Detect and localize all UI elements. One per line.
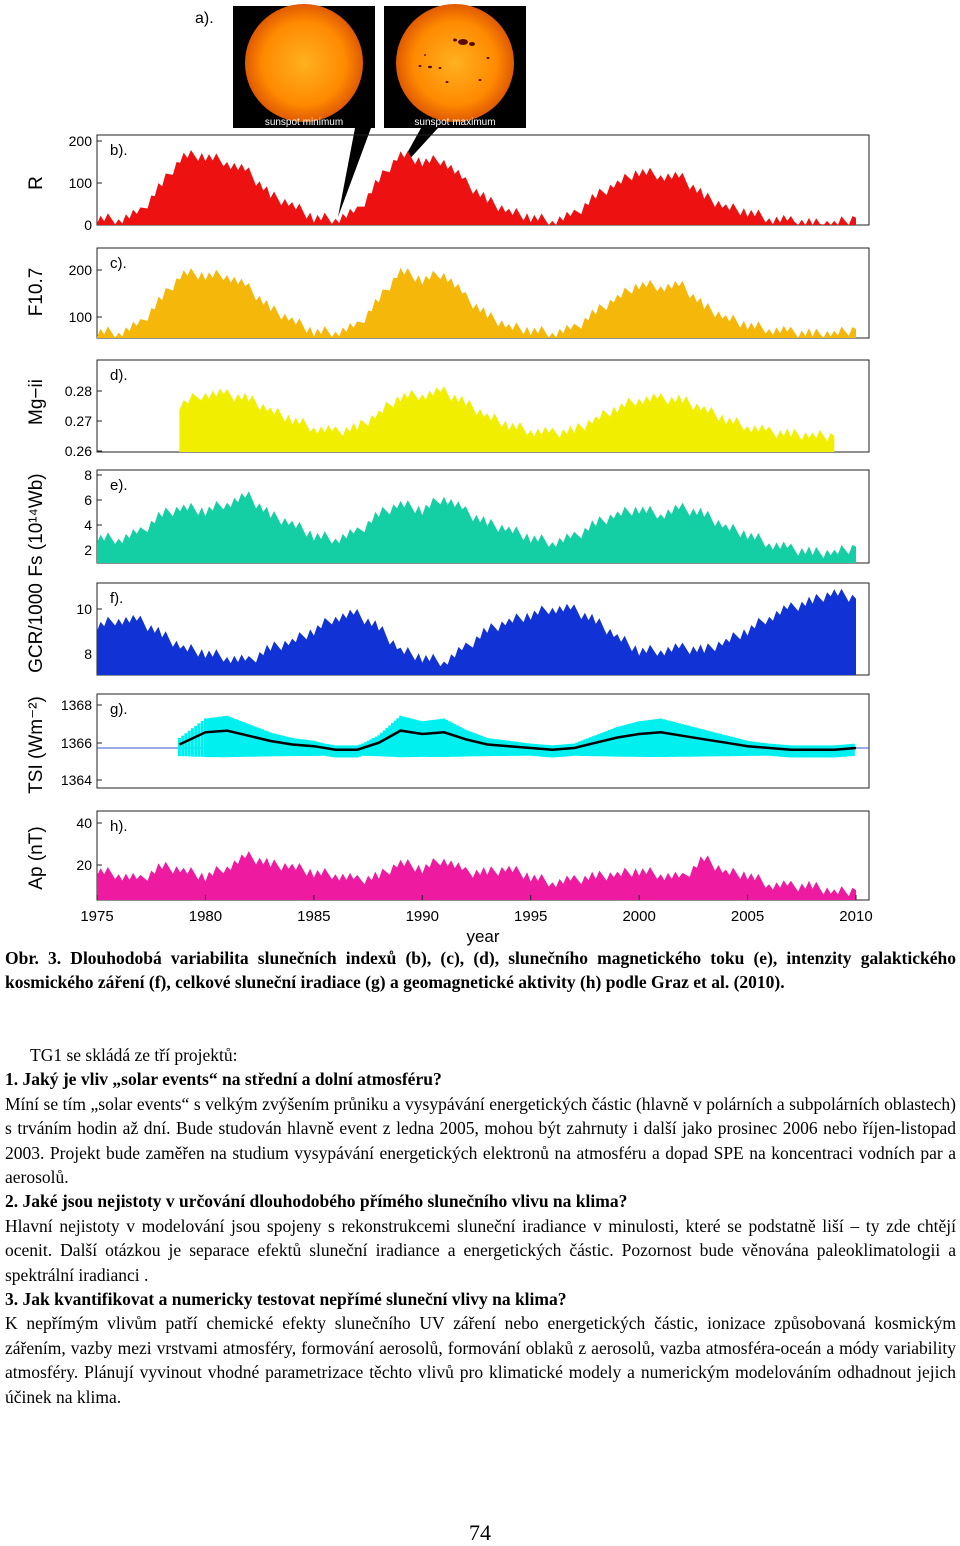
solar-indices-figure: a). sunspot minimum sunspot maximum b). R… bbox=[26, 4, 873, 946]
panel-f-tag: f). bbox=[110, 590, 123, 607]
x-axis-label: year bbox=[466, 927, 499, 946]
ytick-label: 0 bbox=[84, 217, 92, 233]
ytick-label: 1366 bbox=[61, 735, 92, 751]
panel-e-area bbox=[97, 491, 856, 563]
question-2-heading: 2. Jaké jsou nejistoty v určování dlouho… bbox=[5, 1191, 628, 1212]
panel-e: e). Fs (10¹⁴Wb) 8 6 4 2 bbox=[26, 467, 870, 577]
pointer-minimum bbox=[338, 128, 371, 217]
xtick-label: 1980 bbox=[189, 908, 222, 925]
panel-d: d). Mg−ii 0.28 0.27 0.26 bbox=[26, 359, 870, 459]
ytick-label: 2 bbox=[84, 542, 92, 558]
tsi-smoothed-series bbox=[178, 729, 857, 751]
panel-g-ylabel: TSI (Wm⁻²) bbox=[26, 696, 47, 794]
panel-c-tag: c). bbox=[110, 255, 127, 272]
panel-d-area bbox=[179, 386, 835, 452]
panel-c: c). F10.7 200 100 bbox=[26, 247, 870, 339]
xtick-label: 2010 bbox=[839, 908, 872, 925]
panel-d-tag: d). bbox=[110, 367, 128, 384]
ytick-label: 40 bbox=[76, 815, 92, 831]
ytick-label: 0.28 bbox=[65, 383, 92, 399]
ytick-label: 8 bbox=[84, 646, 92, 662]
ytick-label: 4 bbox=[84, 517, 92, 533]
sunspots bbox=[418, 38, 490, 83]
xtick-label: 2000 bbox=[622, 908, 655, 925]
sun-maximum-disk bbox=[396, 4, 514, 122]
panel-b-area bbox=[97, 150, 856, 225]
xtick-label: 1990 bbox=[406, 908, 439, 925]
xtick-label: 2005 bbox=[731, 908, 764, 925]
ytick-label: 1364 bbox=[61, 772, 92, 788]
x-axis: 1975 1980 1985 1990 1995 2000 2005 2010 bbox=[80, 895, 873, 925]
tsi-daily-series bbox=[177, 715, 855, 758]
panel-e-ylabel: Fs (10¹⁴Wb) bbox=[26, 473, 47, 576]
ytick-label: 200 bbox=[69, 133, 93, 149]
sun-minimum-label: sunspot minimum bbox=[265, 117, 343, 128]
ytick-label: 200 bbox=[69, 262, 93, 278]
panel-f-ylabel: GCR/1000 bbox=[26, 583, 47, 673]
panel-g-frame bbox=[96, 693, 870, 789]
ytick-label: 0.27 bbox=[65, 413, 92, 429]
question-1-heading: 1. Jaký je vliv „solar events“ na středn… bbox=[5, 1069, 442, 1090]
question-3-heading: 3. Jak kvantifikovat a numericky testova… bbox=[5, 1289, 567, 1310]
panel-b-ylabel: R bbox=[26, 176, 47, 190]
intro-paragraph: TG1 se skládá ze tří projektů: bbox=[30, 1045, 238, 1065]
panel-g-tag: g). bbox=[110, 701, 128, 718]
question-2-paragraph: Hlavní nejistoty v modelování jsou spoje… bbox=[5, 1215, 956, 1285]
panel-h-area bbox=[97, 851, 856, 900]
ytick-label: 100 bbox=[69, 175, 93, 191]
panel-d-ylabel: Mg−ii bbox=[26, 379, 47, 425]
panel-a-tag: a). bbox=[195, 10, 214, 27]
xtick-label: 1975 bbox=[80, 908, 113, 925]
question-1-paragraph: Míní se tím „solar events“ s velkým zvýš… bbox=[5, 1093, 956, 1188]
ytick-label: 0.26 bbox=[65, 443, 92, 459]
panel-c-ylabel: F10.7 bbox=[26, 268, 47, 317]
ytick-label: 6 bbox=[84, 492, 92, 508]
page-number: 74 bbox=[469, 1520, 491, 1545]
panel-h-tag: h). bbox=[110, 818, 128, 835]
panel-b-tag: b). bbox=[110, 142, 128, 159]
sun-maximum-label: sunspot maximum bbox=[414, 117, 495, 128]
panel-e-tag: e). bbox=[110, 477, 128, 494]
body-text: TG1 se skládá ze tří projektů: 1. Jaký j… bbox=[5, 1043, 956, 1409]
panel-f: f). GCR/1000 10 8 bbox=[26, 582, 870, 676]
panel-g: g). TSI (Wm⁻²) 1368 1366 1364 bbox=[26, 693, 870, 794]
question-3-paragraph: K nepřímým vlivům patří chemické efekty … bbox=[5, 1313, 956, 1407]
ytick-label: 100 bbox=[69, 309, 93, 325]
panel-h: h). Ap (nT) 40 20 bbox=[26, 810, 870, 901]
sun-minimum-disk bbox=[245, 4, 363, 122]
xtick-label: 1995 bbox=[514, 908, 547, 925]
panel-f-area bbox=[97, 588, 856, 675]
panel-h-ylabel: Ap (nT) bbox=[26, 826, 47, 889]
ytick-label: 10 bbox=[76, 601, 92, 617]
ytick-label: 20 bbox=[76, 857, 92, 873]
panel-c-area bbox=[97, 267, 856, 338]
xtick-label: 1985 bbox=[297, 908, 330, 925]
ytick-label: 1368 bbox=[61, 697, 92, 713]
panel-b: b). R 200 100 0 bbox=[26, 133, 870, 233]
ytick-label: 8 bbox=[84, 467, 92, 483]
figure-caption: Obr. 3. Dlouhodobá variabilita slunečníc… bbox=[5, 948, 956, 993]
